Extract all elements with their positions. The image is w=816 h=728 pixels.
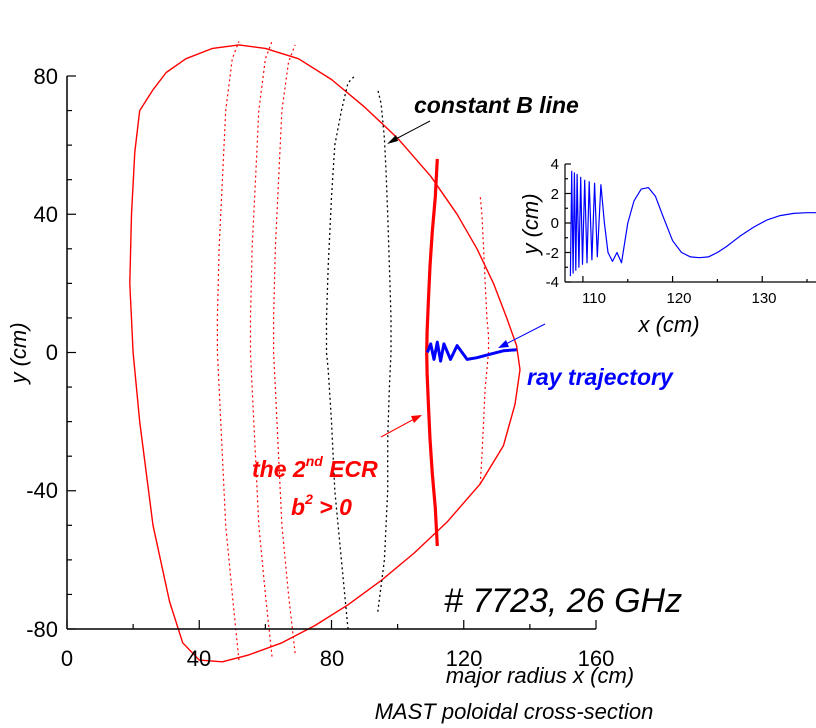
b2-label-superscript: 2 [304, 491, 313, 507]
x-tick-label: 120 [446, 646, 483, 671]
inset-background [565, 164, 816, 282]
ecr-label-prefix: the 2 [252, 456, 306, 482]
ecr-label-suffix: ECR [323, 456, 378, 482]
inset-x-tick-label: 130 [751, 290, 776, 307]
main-x-axis-title: major radius x (cm) [446, 663, 634, 688]
inset-tick-labels-group: 110 120 130 4 2 0 -2 -4 [546, 156, 777, 307]
ecr-label-superscript: nd [306, 453, 324, 469]
series-ray-main [425, 340, 517, 363]
x-tick-label: 160 [578, 646, 615, 671]
inset-y-tick-label: -4 [546, 274, 559, 291]
ecr-arrow [380, 417, 417, 438]
series-const-b-3 [273, 44, 296, 654]
y-tick-label: 0 [46, 340, 58, 365]
annotations: constant B line ray trajectory the 2nd E… [252, 92, 674, 520]
main-plot: 0 40 80 120 160 80 40 0 -40 -80 y (cm) m… [6, 41, 682, 724]
inset-y-tick-label: 4 [551, 156, 559, 173]
series-const-b-1 [216, 41, 240, 661]
series-const-b-2 [249, 41, 273, 657]
y-tick-label: 80 [34, 64, 58, 89]
ray-arrowhead [498, 340, 509, 348]
series-const-b-6 [479, 196, 490, 484]
inset-plot: 110 120 130 4 2 0 -2 -4 y (cm) x (cm) [518, 156, 816, 337]
inset-y-tick-label: -2 [546, 245, 559, 262]
inset-x-tick-label: 120 [666, 290, 691, 307]
b2-label: b2 > 0 [291, 491, 352, 520]
constant-b-arrow [391, 120, 431, 142]
y-tick-label: -40 [26, 478, 58, 503]
y-tick-label: 40 [34, 202, 58, 227]
ecr-label: the 2nd ECR [252, 453, 378, 482]
main-ticks-group [66, 75, 597, 630]
x-tick-label: 80 [320, 646, 344, 671]
main-tick-labels-group: 0 40 80 120 160 80 40 0 -40 -80 [26, 64, 614, 671]
b2-label-suffix: > 0 [313, 494, 352, 520]
y-tick-label: -80 [26, 617, 58, 642]
x-tick-label: 40 [187, 646, 211, 671]
caption: MAST poloidal cross-section [375, 699, 654, 724]
series-resonance-2nd-ecr [425, 158, 439, 547]
constant-b-label: constant B line [414, 92, 579, 118]
inset-series-ray-inset [569, 170, 816, 277]
series-const-b-5 [377, 89, 392, 612]
shot-label: # 7723, 26 GHz [444, 582, 682, 620]
constant-b-arrowhead [387, 135, 398, 144]
series-const-b-4 [325, 75, 356, 630]
inset-y-tick-label: 0 [551, 215, 559, 232]
main-y-axis-title: y (cm) [6, 322, 31, 385]
inset-y-axis-title: y (cm) [518, 193, 543, 256]
ray-arrow [503, 323, 546, 346]
inset-ticks-group [565, 163, 808, 283]
inset-x-axis-title: x (cm) [637, 312, 699, 337]
ray-trajectory-label: ray trajectory [527, 364, 674, 390]
inset-x-tick-label: 110 [582, 290, 606, 307]
series-boundary [129, 44, 521, 663]
inset-y-tick-label: 2 [551, 186, 559, 203]
main-series-group [129, 41, 521, 663]
inset-series-group [569, 170, 816, 277]
x-tick-label: 0 [61, 646, 73, 671]
b2-label-prefix: b [291, 494, 305, 520]
ecr-arrowhead [411, 415, 422, 423]
